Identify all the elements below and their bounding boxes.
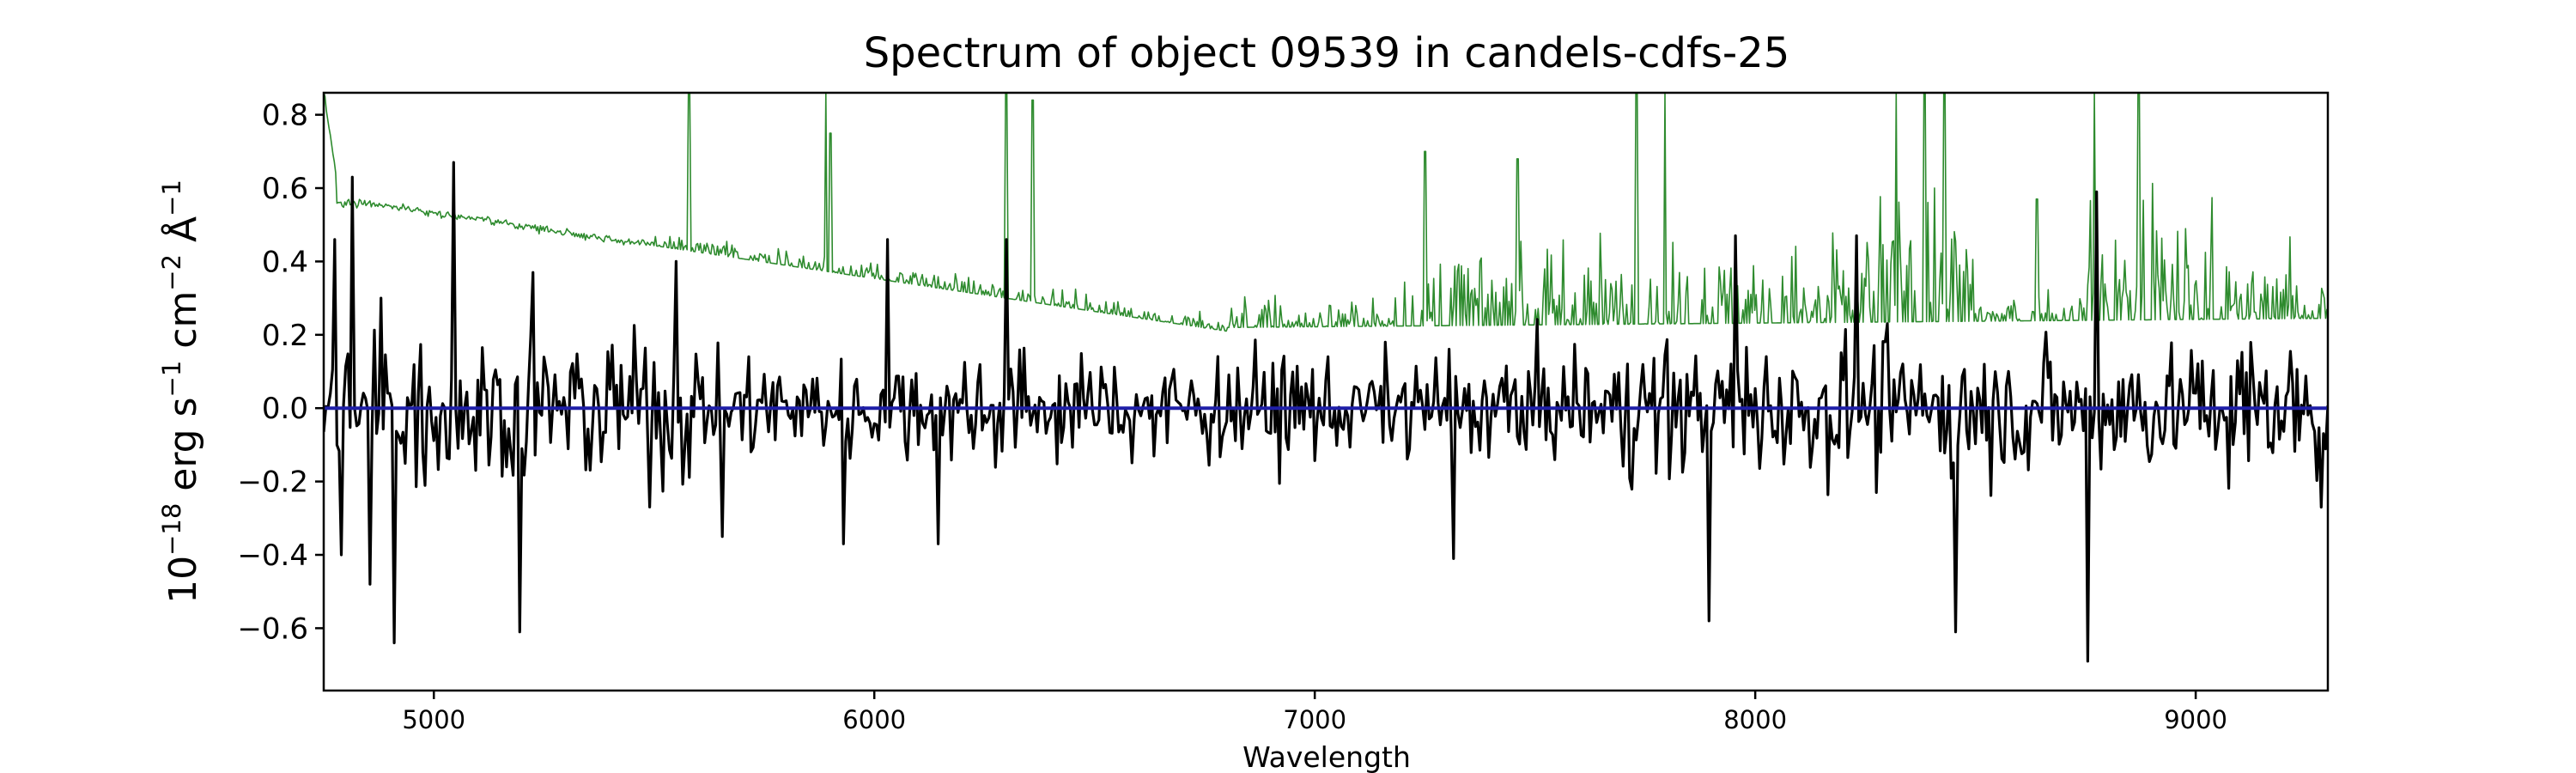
y-tick-label: 0.4 (262, 245, 308, 279)
y-axis-ticks: −0.6 −0.4 −0.2 0.0 0.2 0.4 0.6 0.8 (237, 99, 324, 646)
plot-frame (322, 91, 2330, 692)
y-tick-label: −0.2 (237, 466, 308, 500)
x-tick-label: 8000 (1723, 705, 1787, 734)
x-axis-ticks: 5000 6000 7000 8000 9000 (402, 691, 2227, 734)
y-tick-label: 0.0 (262, 392, 308, 426)
x-tick-label: 5000 (402, 705, 465, 734)
plot-area (324, 93, 2328, 663)
y-tick-label: 0.6 (262, 172, 308, 206)
y-tick-label: −0.6 (237, 612, 308, 646)
x-axis-label: Wavelength (1242, 740, 1411, 773)
y-tick-label: −0.4 (237, 539, 308, 573)
chart-title: Spectrum of object 09539 in candels-cdfs… (864, 29, 1790, 77)
x-tick-label: 6000 (842, 705, 906, 734)
x-tick-label: 9000 (2164, 705, 2227, 734)
noise-series-line (324, 93, 2328, 332)
y-tick-label: 0.8 (262, 99, 308, 133)
y-tick-label: 0.2 (262, 319, 308, 353)
x-tick-label: 7000 (1283, 705, 1346, 734)
y-axis-label: 10−18 erg s−1 cm−2 Å−1 (157, 180, 205, 604)
